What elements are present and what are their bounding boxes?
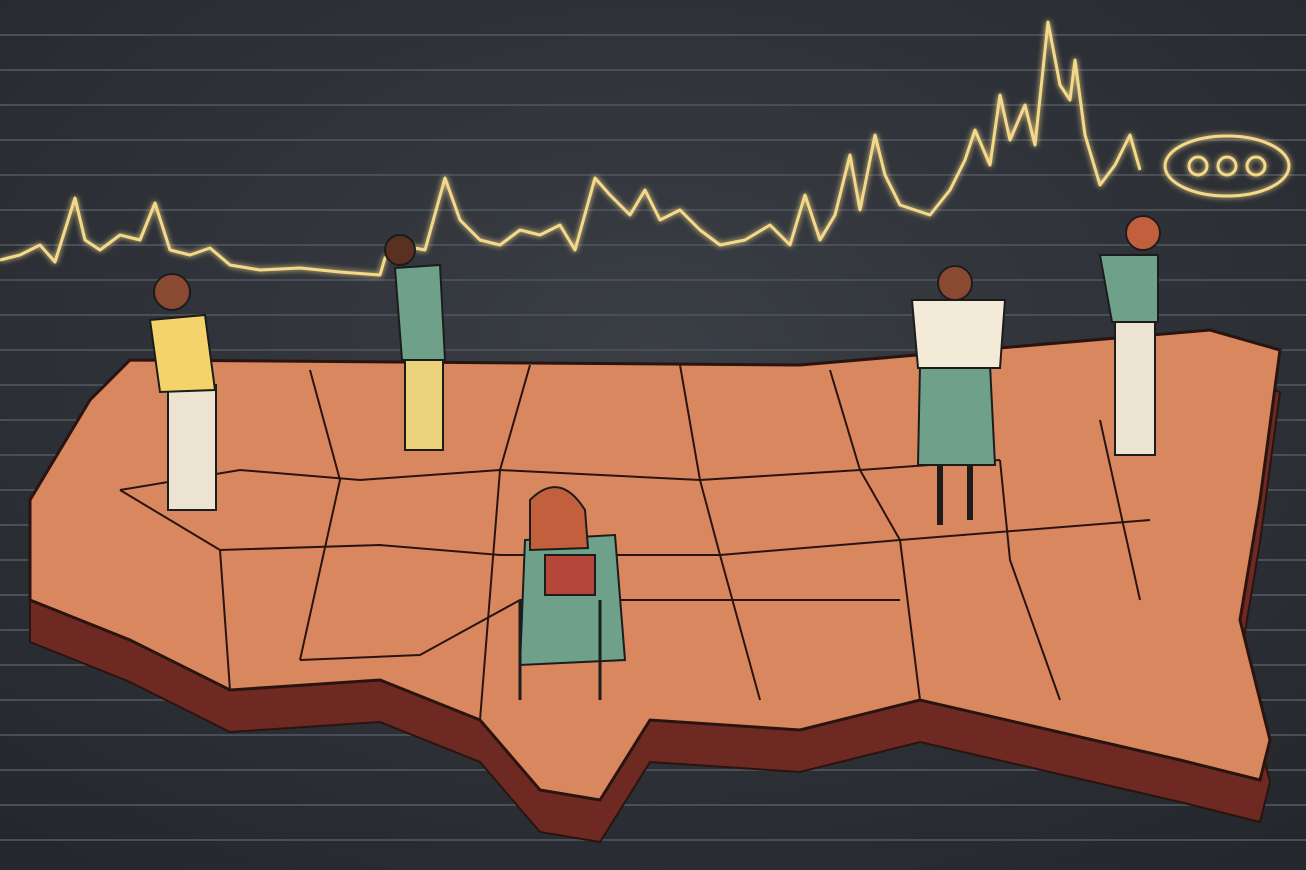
- glowing-line: [0, 20, 1142, 277]
- person-green-shirt-left: [384, 234, 447, 451]
- ellipsis-bubble: [1163, 134, 1291, 198]
- person-yellow-shirt: [148, 273, 217, 511]
- person-red-hair: [1098, 215, 1161, 456]
- person-seated: [518, 486, 627, 700]
- person-white-blouse: [910, 265, 1007, 525]
